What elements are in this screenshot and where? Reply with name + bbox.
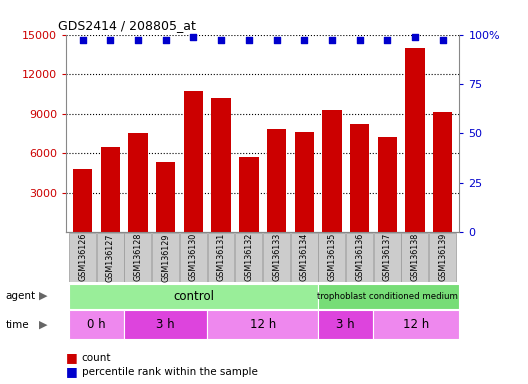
Bar (318, 283, 459, 309)
Bar (73, 169, 92, 232)
Text: GSM136137: GSM136137 (383, 233, 392, 281)
Text: GSM136128: GSM136128 (134, 233, 143, 281)
Text: GSM136134: GSM136134 (300, 233, 309, 281)
Text: trophoblast conditioned medium: trophoblast conditioned medium (317, 291, 458, 301)
Text: ■: ■ (66, 365, 78, 378)
Point (106, 37, 115, 43)
Text: ▶: ▶ (39, 320, 47, 330)
Bar (101, 147, 120, 232)
Text: count: count (82, 353, 111, 363)
Text: GSM136129: GSM136129 (161, 233, 170, 281)
Text: GSM136131: GSM136131 (216, 233, 225, 281)
Bar (346, 233, 373, 282)
Point (328, 37, 336, 43)
Bar (401, 233, 428, 282)
Text: time: time (5, 320, 29, 330)
Text: GSM136133: GSM136133 (272, 233, 281, 281)
Point (300, 37, 308, 43)
Bar (208, 233, 234, 282)
Point (411, 33, 419, 40)
Text: ▶: ▶ (39, 291, 47, 301)
Text: percentile rank within the sample: percentile rank within the sample (82, 367, 258, 377)
Bar (350, 124, 369, 232)
Bar (295, 132, 314, 232)
Bar (239, 157, 259, 232)
Bar (374, 233, 401, 282)
Text: GSM136138: GSM136138 (411, 233, 420, 281)
Bar (318, 233, 345, 282)
Text: GSM136126: GSM136126 (78, 233, 87, 281)
Bar (433, 113, 452, 232)
Bar (69, 283, 318, 309)
Point (355, 37, 364, 43)
Text: GSM136130: GSM136130 (189, 233, 198, 281)
Text: 3 h: 3 h (156, 318, 175, 331)
Text: control: control (173, 290, 214, 303)
Text: GSM136136: GSM136136 (355, 233, 364, 281)
Point (439, 37, 447, 43)
Text: agent: agent (5, 291, 35, 301)
Bar (128, 134, 148, 232)
Bar (235, 233, 262, 282)
Bar (263, 233, 290, 282)
Text: 12 h: 12 h (403, 318, 430, 331)
Bar (378, 137, 397, 232)
Point (189, 33, 197, 40)
Text: ■: ■ (66, 351, 78, 364)
Text: GSM136132: GSM136132 (244, 233, 253, 281)
Bar (208, 311, 318, 339)
Bar (184, 91, 203, 232)
Bar (373, 311, 459, 339)
Text: GSM136135: GSM136135 (327, 233, 336, 281)
Text: GDS2414 / 208805_at: GDS2414 / 208805_at (58, 19, 196, 32)
Point (244, 37, 253, 43)
Bar (124, 311, 208, 339)
Bar (211, 98, 231, 232)
Point (383, 37, 392, 43)
Bar (69, 311, 124, 339)
Bar (290, 233, 317, 282)
Bar (97, 233, 124, 282)
Text: GSM136127: GSM136127 (106, 233, 115, 281)
Bar (318, 311, 373, 339)
Bar (180, 233, 207, 282)
Point (217, 37, 225, 43)
Point (78, 37, 87, 43)
Bar (69, 233, 96, 282)
Bar (152, 233, 179, 282)
Bar (429, 233, 456, 282)
Text: 12 h: 12 h (250, 318, 276, 331)
Point (162, 37, 170, 43)
Point (272, 37, 281, 43)
Bar (156, 162, 175, 232)
Point (134, 37, 142, 43)
Bar (125, 233, 152, 282)
Text: GSM136139: GSM136139 (438, 233, 447, 281)
Bar (322, 110, 342, 232)
Text: 0 h: 0 h (87, 318, 106, 331)
Bar (406, 48, 425, 232)
Bar (267, 129, 286, 232)
Text: 3 h: 3 h (336, 318, 355, 331)
